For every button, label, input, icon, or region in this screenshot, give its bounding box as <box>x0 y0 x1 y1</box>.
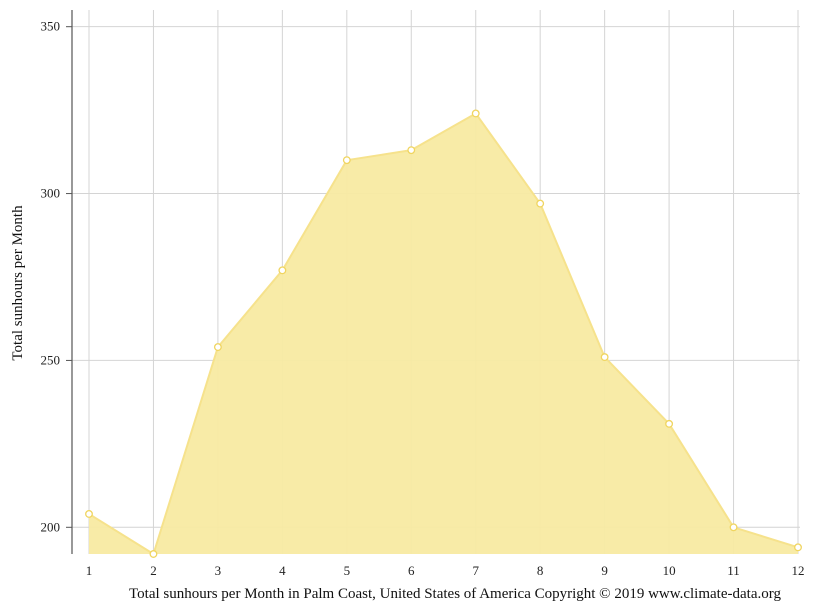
y-tick-label: 200 <box>41 519 61 534</box>
data-point-month-8 <box>536 199 545 208</box>
x-tick-label: 12 <box>792 563 805 578</box>
y-axis-title: Total sunhours per Month <box>10 205 26 361</box>
area-fill <box>89 113 798 555</box>
y-tick-label: 350 <box>41 19 61 34</box>
data-point-month-7 <box>471 109 480 118</box>
data-point-month-9 <box>600 353 609 362</box>
data-point-month-1 <box>85 510 93 518</box>
x-tick-label: 6 <box>408 563 415 578</box>
x-tick-label: 3 <box>215 563 222 578</box>
y-tick-label: 300 <box>41 186 61 201</box>
x-tick-label: 11 <box>727 563 740 578</box>
x-tick-label: 8 <box>537 563 544 578</box>
data-points <box>85 109 802 558</box>
data-point-month-3 <box>213 343 222 352</box>
y-tick-label: 250 <box>41 352 61 367</box>
area-line <box>88 112 799 555</box>
data-point-month-11 <box>729 523 738 532</box>
y-axis-ticks: 200 250 300 350 <box>41 19 72 534</box>
data-point-month-10 <box>665 419 674 428</box>
data-point-month-6 <box>407 146 416 155</box>
x-axis-ticks: 1 2 3 4 5 6 7 8 9 10 11 12 <box>86 563 805 578</box>
x-tick-label: 10 <box>663 563 676 578</box>
data-point-month-5 <box>342 156 351 165</box>
x-tick-label: 1 <box>86 563 93 578</box>
x-tick-label: 7 <box>472 563 479 578</box>
x-tick-label: 2 <box>150 563 157 578</box>
data-point-month-2 <box>149 550 158 558</box>
x-tick-label: 4 <box>279 563 286 578</box>
chart-caption: Total sunhours per Month in Palm Coast, … <box>129 586 781 602</box>
data-point-month-12 <box>794 543 802 552</box>
x-tick-label: 5 <box>344 563 351 578</box>
data-point-month-4 <box>278 266 287 275</box>
x-tick-label: 9 <box>601 563 608 578</box>
